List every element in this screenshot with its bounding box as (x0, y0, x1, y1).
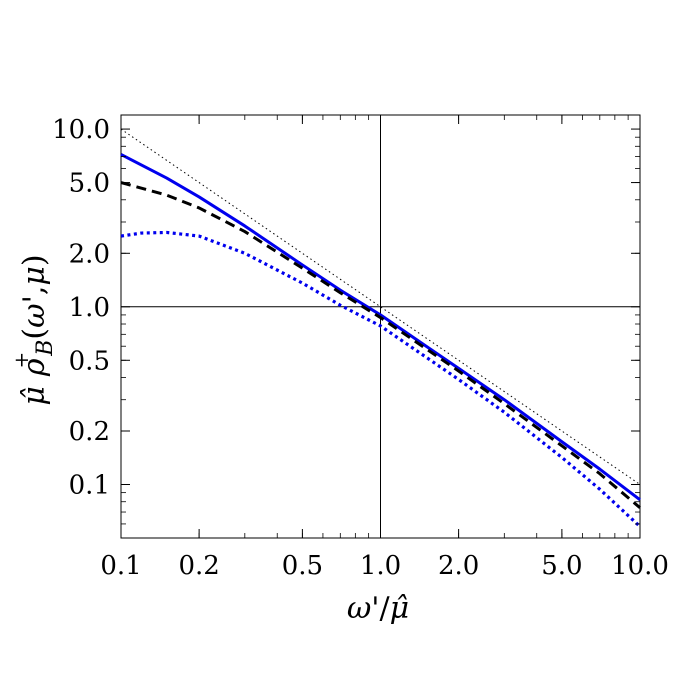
x-tick-label: 0.1 (100, 551, 141, 581)
x-tick-label: 10.0 (611, 551, 669, 581)
x-tick-label: 0.5 (282, 551, 323, 581)
x-axis-label: ω'/μ̂ (347, 591, 409, 626)
y-tick-label: 5.0 (69, 169, 110, 199)
x-tick-label: 0.2 (178, 551, 219, 581)
series-layer (120, 128, 642, 528)
y-tick-label: 0.2 (69, 417, 110, 447)
series-line-2 (120, 153, 641, 502)
x-tick-label: 5.0 (541, 551, 582, 581)
x-tick-label: 1.0 (360, 551, 401, 581)
y-tick-label: 10.0 (52, 115, 110, 145)
y-tick-label: 1.0 (69, 293, 110, 323)
tick-layer: 0.1 0.2 0.5 1.0 2.0 5.0 10.0 0.1 0.2 0.5 1.0 2.0 5.0… (52, 115, 669, 581)
label-layer: ω'/μ̂ μ̂ρ+B(ω',μ) (9, 254, 409, 626)
y-tick-label: 2.0 (69, 239, 110, 269)
y-tick-label: 0.1 (69, 471, 110, 501)
y-axis-label: μ̂ρ+B(ω',μ) (9, 254, 58, 405)
series-line-1 (120, 128, 641, 485)
series-line-3 (120, 181, 641, 509)
x-tick-label: 2.0 (438, 551, 479, 581)
y-tick-label: 0.5 (69, 346, 110, 376)
